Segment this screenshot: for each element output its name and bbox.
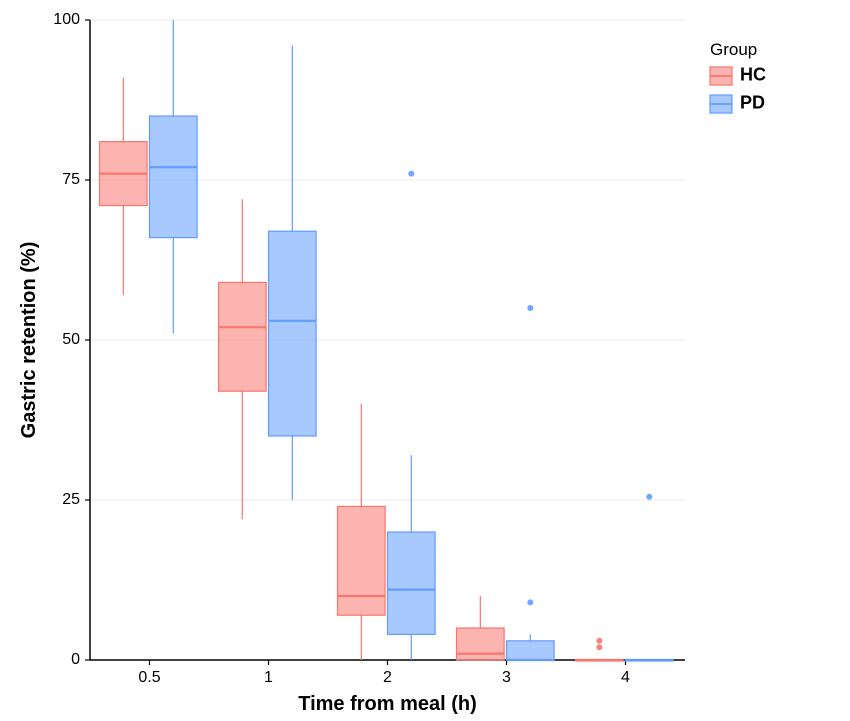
y-tick-label: 25 <box>62 491 80 508</box>
outlier-point <box>527 305 533 311</box>
legend-label: HC <box>740 65 766 85</box>
outlier-point <box>408 171 414 177</box>
legend-title: Group <box>710 40 757 59</box>
y-tick-label: 75 <box>62 171 80 188</box>
x-tick-label: 1 <box>264 669 273 686</box>
y-tick-label: 100 <box>53 11 80 28</box>
x-tick-label: 4 <box>621 669 630 686</box>
legend-label: PD <box>740 93 765 113</box>
x-tick-label: 0.5 <box>138 669 160 686</box>
outlier-point <box>646 494 652 500</box>
x-tick-label: 2 <box>383 669 392 686</box>
y-axis-title: Gastric retention (%) <box>18 242 40 439</box>
y-tick-label: 0 <box>71 651 80 668</box>
x-axis-title: Time from meal (h) <box>298 693 477 715</box>
outlier-point <box>527 599 533 605</box>
outlier-point <box>596 638 602 644</box>
boxplot-svg: 0 25 50 75 100 0.5 1 2 3 4 Time from meal (h) Gastr… <box>0 0 850 721</box>
x-tick-label: 3 <box>502 669 511 686</box>
outlier-point <box>596 644 602 650</box>
y-tick-label: 50 <box>62 331 80 348</box>
chart-container: 0 25 50 75 100 0.5 1 2 3 4 Time from meal (h) Gastr… <box>0 0 850 721</box>
